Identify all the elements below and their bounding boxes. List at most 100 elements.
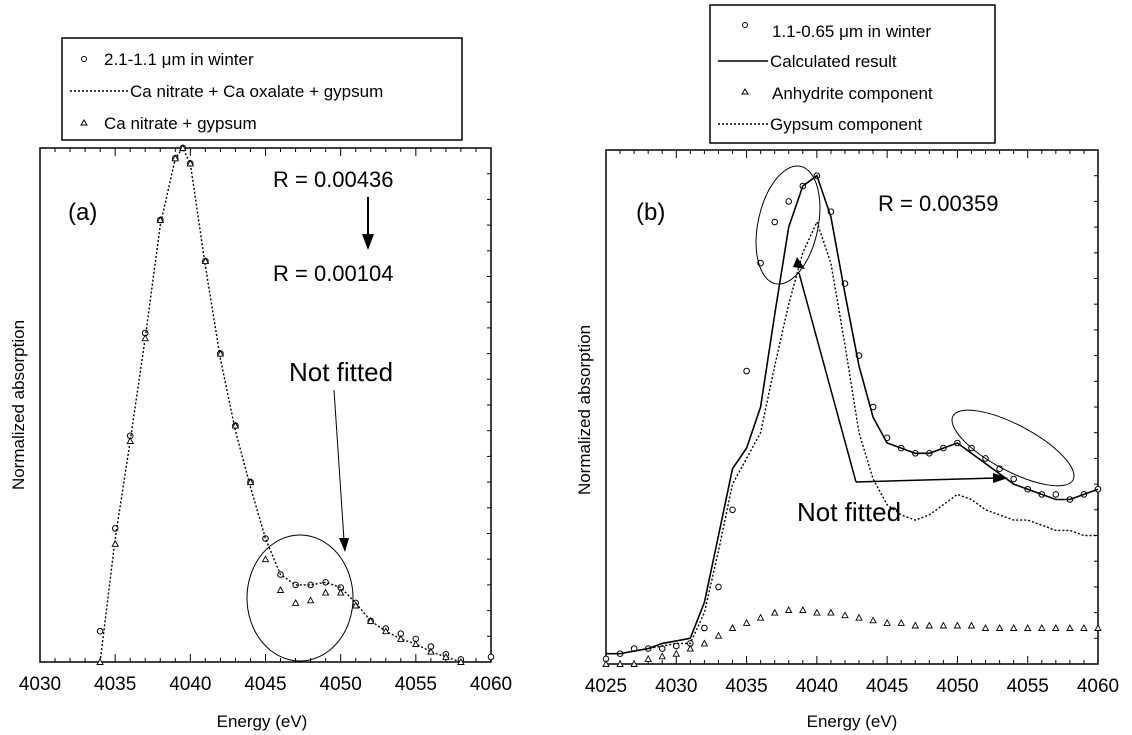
x-axis-title-a: Energy (eV) [217,712,308,731]
data-point-ca-nitrate-gypsum [231,421,240,429]
data-point-anhydrite-component [714,631,723,639]
data-point-ca-nitrate-gypsum [216,349,225,357]
data-point-ca-nitrate-gypsum [96,658,104,665]
not-fitted-arrow-a [333,389,345,541]
data-point-1-1-0-65-m-in-winter [701,624,708,632]
data-point-1-1-0-65-m-in-winter [771,218,779,226]
improvement-arrowhead [362,234,374,250]
data-point-anhydrite-component [1023,624,1032,631]
x-tick-label: 4050 [320,674,362,695]
data-point-ca-nitrate-gypsum [351,601,360,609]
tick-labels-a: 4030 4035 4040 4045 4050 4055 4060 [19,674,512,695]
x-tick-label: 4025 [585,676,627,697]
data-point-1-1-0-65-m-in-winter [715,583,722,591]
not-fitted-arrow-b-left [798,272,857,483]
data-point-1-1-0-65-m-in-winter [785,198,793,205]
x-axis-title-b: Energy (eV) [807,712,898,731]
legend-b-label-2: Anhydrite component [772,84,933,103]
data-point-anhydrite-component [770,608,779,616]
data-point-anhydrite-component [869,616,877,624]
data-point-anhydrite-component [630,660,638,667]
x-tick-label: 4055 [1007,676,1049,697]
panel-label-b: (b) [636,199,665,226]
not-fitted-arrowhead-b-left [793,257,805,269]
not-fitted-arrowhead-b-right [993,473,1008,483]
data-point-ca-nitrate-gypsum [306,596,315,604]
r-value-b: R = 0.00359 [878,191,998,216]
data-point-ca-nitrate-gypsum [261,555,270,563]
data-point-anhydrite-component [1080,624,1088,631]
legend-a-label-0: 2.1-1.1 μm in winter [104,50,254,69]
x-tick-label: 4030 [655,676,697,697]
x-tick-label: 4045 [244,674,286,695]
data-point-anhydrite-component [939,621,948,629]
data-point-anhydrite-component [742,618,751,626]
not-fitted-ellipse-b-right [951,409,1075,487]
x-tick-label: 4060 [1077,676,1119,697]
x-tick-label: 4035 [94,674,136,695]
data-point-anhydrite-component [728,624,737,631]
data-point-ca-nitrate-gypsum [336,588,345,596]
data-point-ca-nitrate-gypsum [457,658,465,665]
legend-a-label-2: Ca nitrate + gypsum [104,114,257,133]
panel-a: 2.1-1.1 μm in winter Ca nitrate + Ca oxa… [9,37,512,731]
data-point-2-1-1-1-m-in-winter [487,653,495,661]
series-line-gypsum-component [606,220,1098,655]
data-point-ca-nitrate-gypsum [126,437,134,444]
data-point-anhydrite-component [700,639,709,647]
x-tick-label: 4030 [19,674,61,695]
data-point-anhydrite-component [644,654,652,662]
r-value-after: R = 0.00104 [273,261,393,286]
y-axis-title-a: Normalized absorption [9,320,28,490]
series-line-ca-nitrate-ca-oxalate-gypsum [99,146,462,663]
data-point-2-1-1-1-m-in-winter [262,535,269,542]
data-point-anhydrite-component [1009,624,1018,631]
data-point-ca-nitrate-gypsum [321,588,330,596]
legend-b: 1.1-0.65 μm in winter Calculated result … [709,4,996,144]
legend-a-marker-circle [81,56,87,62]
data-point-1-1-0-65-m-in-winter [729,506,736,514]
plot-area-a [39,147,492,663]
data-point-2-1-1-1-m-in-winter [322,579,329,586]
legend-b-label-1: Calculated result [770,52,897,71]
data-point-ca-nitrate-gypsum [141,334,149,342]
data-point-anhydrite-component [855,613,863,621]
series-layer-a [96,144,495,665]
data-point-ca-nitrate-gypsum [111,539,119,547]
legend-b-marker-circle [742,22,748,28]
data-point-anhydrite-component [953,621,962,629]
tick-labels-b: 4025 4030 4035 4040 4045 4050 4055 4060 [585,676,1119,697]
data-point-anhydrite-component [883,618,891,626]
x-tick-label: 4045 [866,676,908,697]
data-point-ca-nitrate-gypsum [427,647,435,655]
legend-a-label-1: Ca nitrate + Ca oxalate + gypsum [130,82,383,101]
data-point-ca-nitrate-gypsum [246,478,255,486]
legend-b-marker-triangle [741,88,749,95]
data-point-ca-nitrate-gypsum [291,598,300,606]
data-point-anhydrite-component [897,618,905,626]
data-point-anhydrite-component [813,608,821,616]
x-tick-label: 4055 [395,674,437,695]
data-point-ca-nitrate-gypsum [186,159,195,167]
series-layer-b [602,172,1102,667]
data-point-anhydrite-component [799,606,807,613]
data-point-anhydrite-component [1052,624,1060,631]
data-point-anhydrite-component [784,606,793,613]
data-point-ca-nitrate-gypsum [276,586,285,593]
data-point-1-1-0-65-m-in-winter [743,367,750,375]
data-point-1-1-0-65-m-in-winter [1052,491,1060,498]
data-point-anhydrite-component [686,644,695,652]
data-point-anhydrite-component [925,621,934,629]
panel-b: 1.1-0.65 μm in winter Calculated result … [575,4,1119,731]
not-fitted-arrowhead-a [339,538,349,552]
data-point-anhydrite-component [995,624,1004,631]
data-point-ca-nitrate-gypsum [382,627,390,635]
data-point-anhydrite-component [672,649,681,657]
data-point-1-1-0-65-m-in-winter [1010,475,1018,483]
x-tick-label: 4035 [725,676,767,697]
data-point-ca-nitrate-gypsum [156,216,165,223]
legend-b-label-0: 1.1-0.65 μm in winter [772,22,931,41]
data-point-anhydrite-component [967,621,976,629]
plot-area-b [605,149,1099,665]
